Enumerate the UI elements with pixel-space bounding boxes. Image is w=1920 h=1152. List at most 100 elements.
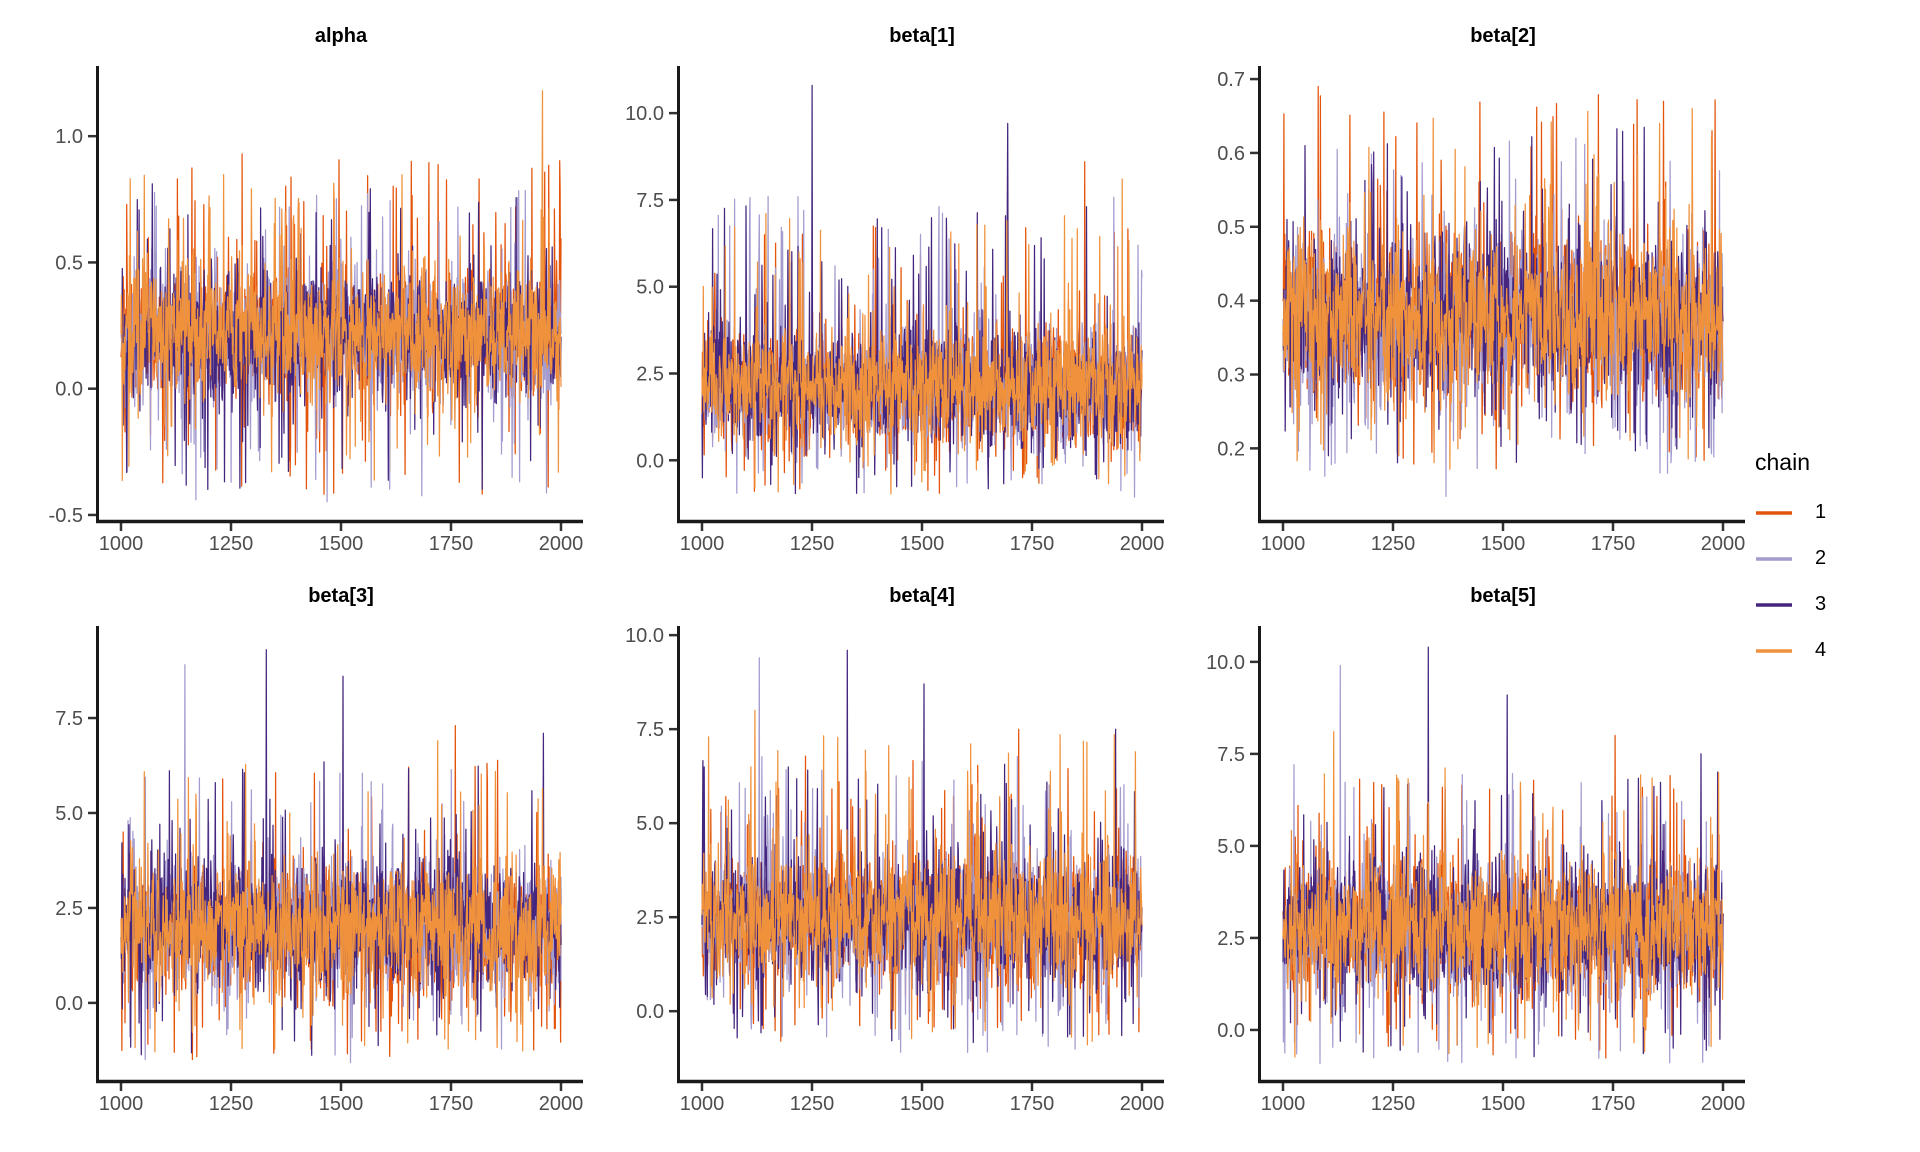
legend-item-chain-3: 3 [1755, 582, 1826, 628]
panel-title: alpha [315, 25, 368, 47]
legend-item-chain-4: 4 [1755, 628, 1826, 674]
x-tick-label: 1500 [319, 533, 364, 555]
trace-chain-4 [120, 90, 562, 482]
trace-chain-4 [1282, 107, 1724, 470]
y-tick-label: 10.0 [625, 103, 664, 125]
x-tick-label: 1500 [900, 533, 945, 555]
trace-chain-4 [701, 709, 1143, 1046]
legend-line-swatch [1756, 648, 1792, 653]
trace-plot-svg: beta[3] 0.0 2.5 5.0 7.5 1000 1250 1500 1750 2000 [55, 585, 584, 1115]
x-tick-label: 1750 [1010, 533, 1055, 555]
trace-chain-4 [1282, 731, 1724, 1058]
x-tick-label: 2000 [539, 533, 584, 555]
x-tick-label: 1250 [790, 1093, 835, 1115]
trace-chain-4 [701, 178, 1143, 495]
x-tick-label: 1500 [900, 1093, 945, 1115]
y-tick-label: 0.6 [1217, 143, 1245, 165]
panel-beta-3: beta[3] 0.0 2.5 5.0 7.5 1000 1250 1500 1750 2000 [8, 570, 589, 1123]
panel-title: beta[5] [1470, 585, 1536, 607]
legend-item-label: 2 [1815, 547, 1827, 569]
x-tick-label: 1750 [1010, 1093, 1055, 1115]
x-tick-label: 1000 [680, 1093, 725, 1115]
panel-title: beta[4] [889, 585, 955, 607]
y-tick-label: 7.5 [636, 190, 664, 212]
y-tick-label: 0.0 [1217, 1020, 1245, 1042]
y-tick-label: 7.5 [55, 708, 83, 730]
legend-line-swatch [1756, 602, 1792, 607]
x-tick-label: 2000 [1701, 1093, 1746, 1115]
x-tick-label: 1750 [1591, 1093, 1636, 1115]
legend-line-swatch [1756, 556, 1792, 561]
y-tick-label: 2.5 [636, 907, 664, 929]
trace-plot-svg: alpha -0.5 0.0 0.5 1.0 1000 1250 1500 1750 2000 [49, 25, 584, 555]
y-tick-label: 2.5 [1217, 928, 1245, 950]
y-tick-label: 2.5 [55, 898, 83, 920]
trace-chain-4 [120, 740, 562, 1053]
y-tick-label: 0.3 [1217, 365, 1245, 387]
trace-chain-2 [701, 657, 1143, 1054]
legend-line-swatch [1756, 510, 1792, 515]
x-tick-label: 1500 [1481, 1093, 1526, 1115]
x-tick-label: 1250 [1371, 1093, 1416, 1115]
y-tick-label: -0.5 [49, 505, 83, 527]
y-tick-label: 7.5 [1217, 744, 1245, 766]
panel-title: beta[2] [1470, 25, 1536, 47]
x-tick-label: 1750 [429, 1093, 474, 1115]
x-tick-label: 2000 [539, 1093, 584, 1115]
x-tick-label: 1250 [1371, 533, 1416, 555]
legend-item-label: 1 [1815, 501, 1827, 523]
legend-items: 1 2 3 4 [1755, 490, 1826, 674]
x-tick-label: 1750 [429, 533, 474, 555]
y-tick-label: 10.0 [625, 625, 664, 647]
panel-beta-4: beta[4] 0.0 2.5 5.0 7.5 10.0 1000 1250 1500 1750 2… [589, 570, 1170, 1123]
x-tick-label: 1000 [99, 533, 144, 555]
legend-item-label: 4 [1815, 639, 1827, 661]
x-tick-label: 2000 [1120, 1093, 1165, 1115]
y-tick-label: 2.5 [636, 363, 664, 385]
x-tick-label: 1000 [680, 533, 725, 555]
panel-beta-1: beta[1] 0.0 2.5 5.0 7.5 10.0 1000 1250 1500 1750 2… [589, 10, 1170, 563]
legend-item-chain-2: 2 [1755, 536, 1826, 582]
y-tick-label: 0.5 [55, 252, 83, 274]
x-tick-label: 1250 [209, 533, 254, 555]
y-tick-label: 10.0 [1206, 652, 1245, 674]
y-tick-label: 1.0 [55, 126, 83, 148]
y-tick-label: 0.4 [1217, 291, 1245, 313]
x-tick-label: 1000 [1261, 533, 1306, 555]
panel-title: beta[3] [308, 585, 374, 607]
legend-title: chain [1755, 448, 1810, 475]
trace-plot-svg: beta[5] 0.0 2.5 5.0 7.5 10.0 1000 1250 1500 1750 2… [1206, 585, 1746, 1115]
y-tick-label: 5.0 [636, 277, 664, 299]
panel-beta-5: beta[5] 0.0 2.5 5.0 7.5 10.0 1000 1250 1500 1750 2… [1170, 570, 1751, 1123]
chain-legend: chain 1 2 3 4 [1751, 0, 1915, 1152]
y-tick-label: 5.0 [636, 813, 664, 835]
trace-plot-svg: beta[4] 0.0 2.5 5.0 7.5 10.0 1000 1250 1500 1750 2… [625, 585, 1165, 1115]
y-tick-label: 7.5 [636, 719, 664, 741]
x-tick-label: 1500 [319, 1093, 364, 1115]
x-tick-label: 2000 [1120, 533, 1165, 555]
y-tick-label: 0.0 [55, 379, 83, 401]
trace-plot-svg: beta[2] 0.2 0.3 0.4 0.5 0.6 0.7 1000 1250 1500 175… [1217, 25, 1746, 555]
panel-alpha: alpha -0.5 0.0 0.5 1.0 1000 1250 1500 1750 2000 [8, 10, 589, 563]
x-tick-label: 1250 [209, 1093, 254, 1115]
x-tick-label: 1000 [1261, 1093, 1306, 1115]
x-tick-label: 1250 [790, 533, 835, 555]
y-tick-label: 5.0 [55, 803, 83, 825]
y-tick-label: 0.0 [636, 1001, 664, 1023]
trace-panels: alpha -0.5 0.0 0.5 1.0 1000 1250 1500 1750 2000 be… [8, 10, 1751, 1152]
y-tick-label: 0.5 [1217, 217, 1245, 239]
legend-item-label: 3 [1815, 593, 1827, 615]
y-tick-label: 0.0 [636, 450, 664, 472]
y-tick-label: 0.0 [55, 993, 83, 1015]
x-tick-label: 1750 [1591, 533, 1636, 555]
trace-plot-svg: beta[1] 0.0 2.5 5.0 7.5 10.0 1000 1250 1500 1750 2… [625, 25, 1165, 555]
x-tick-label: 2000 [1701, 533, 1746, 555]
y-tick-label: 5.0 [1217, 836, 1245, 858]
x-tick-label: 1500 [1481, 533, 1526, 555]
panel-beta-2: beta[2] 0.2 0.3 0.4 0.5 0.6 0.7 1000 1250 1500 175… [1170, 10, 1751, 563]
panel-title: beta[1] [889, 25, 955, 47]
y-tick-label: 0.7 [1217, 69, 1245, 91]
y-tick-label: 0.2 [1217, 438, 1245, 460]
legend-item-chain-1: 1 [1755, 490, 1826, 536]
